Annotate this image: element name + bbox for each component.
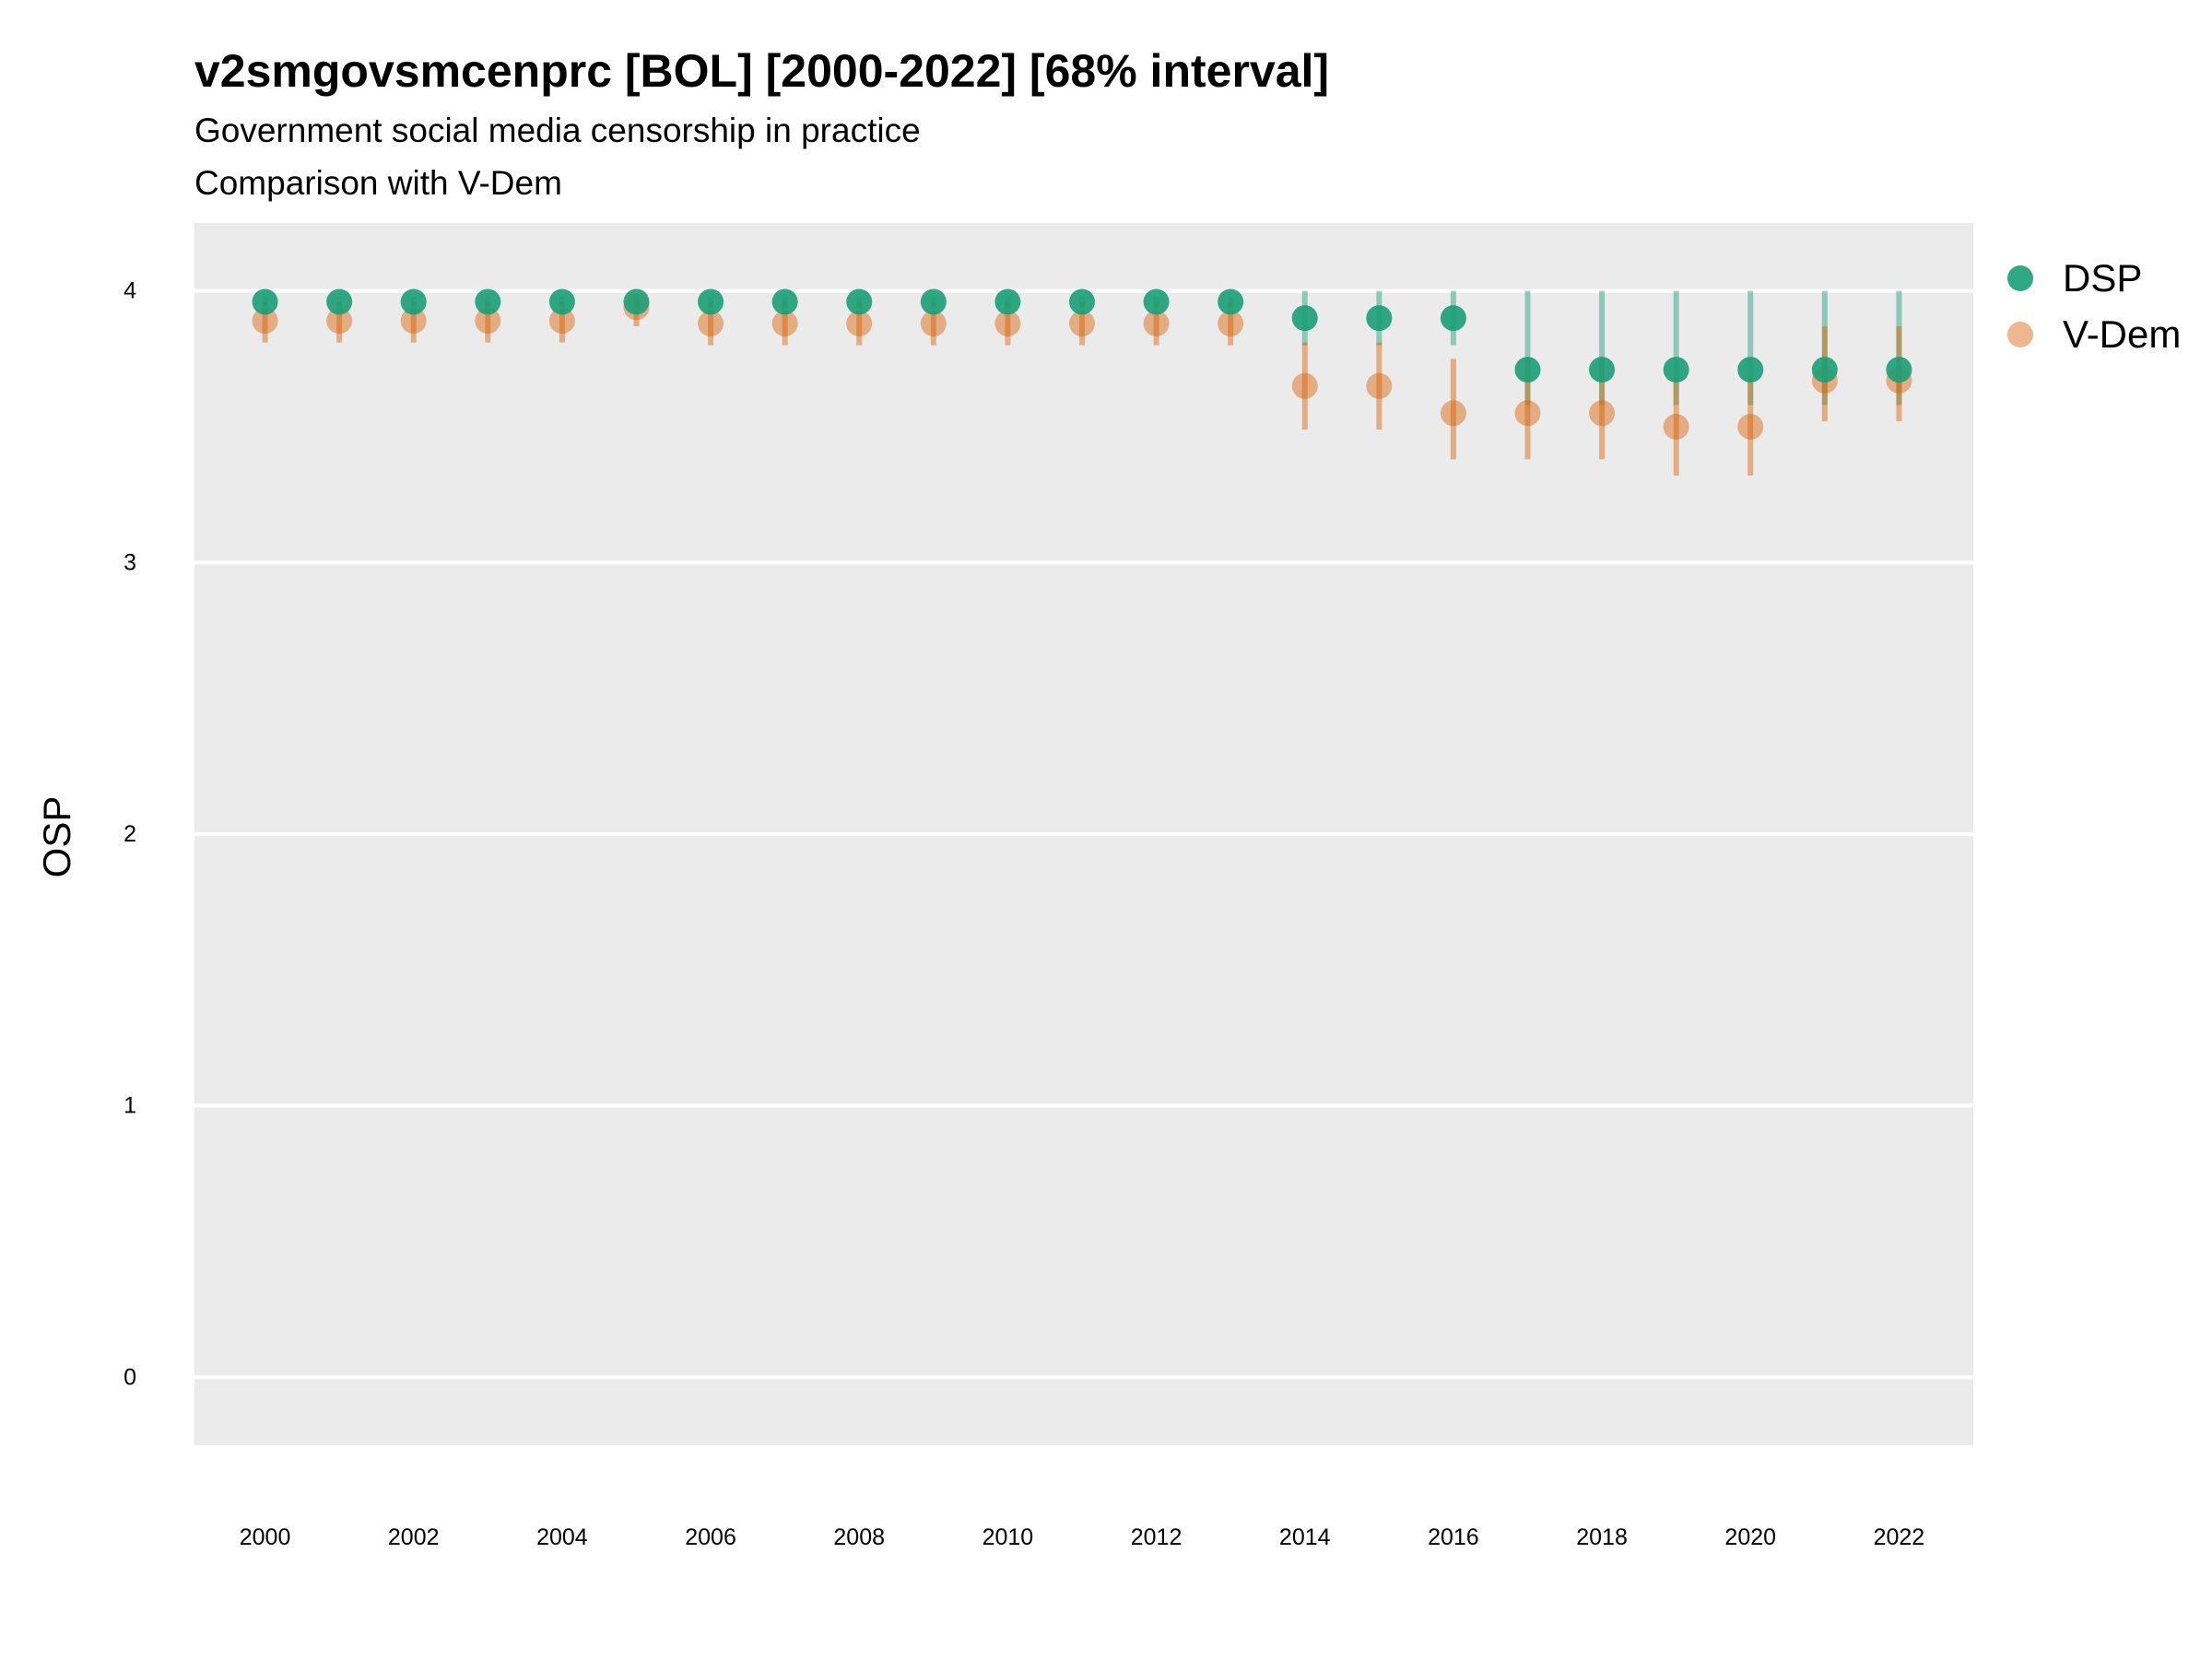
- chart-subtitle: Government social media censorship in pr…: [194, 112, 921, 149]
- point-dsp: [623, 288, 650, 315]
- point-dsp: [846, 288, 873, 315]
- x-tick-label: 2000: [240, 1524, 291, 1550]
- point-v-dem: [1291, 372, 1318, 399]
- point-dsp: [1737, 357, 1764, 383]
- legend-label-v-dem: V-Dem: [2063, 312, 2181, 356]
- point-dsp: [1811, 357, 1838, 383]
- point-dsp: [1589, 357, 1616, 383]
- point-dsp: [326, 288, 353, 315]
- point-v-dem: [771, 311, 798, 337]
- point-v-dem: [1366, 372, 1393, 399]
- point-v-dem: [920, 311, 947, 337]
- point-dsp: [1366, 305, 1393, 332]
- point-v-dem: [994, 311, 1021, 337]
- point-dsp: [994, 288, 1021, 315]
- x-tick-label: 2016: [1428, 1524, 1479, 1550]
- point-dsp: [920, 288, 947, 315]
- x-tick-label: 2018: [1576, 1524, 1628, 1550]
- x-tick-label: 2012: [1131, 1524, 1182, 1550]
- y-tick-label: 2: [124, 821, 136, 847]
- data-points: [252, 288, 1912, 440]
- point-dsp: [548, 288, 575, 315]
- point-v-dem: [548, 308, 575, 335]
- point-dsp: [1068, 288, 1095, 315]
- x-tick-label: 2010: [982, 1524, 1034, 1550]
- y-tick-labels: 0 1 2 3 4: [124, 278, 136, 1391]
- point-v-dem: [1514, 400, 1541, 427]
- point-dsp: [771, 288, 798, 315]
- point-v-dem: [698, 311, 724, 337]
- point-v-dem: [1440, 400, 1466, 427]
- point-v-dem: [1589, 400, 1616, 427]
- point-v-dem: [400, 308, 427, 335]
- point-v-dem: [1068, 311, 1095, 337]
- point-v-dem: [1143, 311, 1170, 337]
- y-axis-label: OSP: [35, 796, 78, 878]
- chart-title: v2smgovsmcenprc [BOL] [2000-2022] [68% i…: [194, 45, 1329, 97]
- point-v-dem: [1737, 414, 1764, 440]
- point-v-dem: [846, 311, 873, 337]
- point-dsp: [698, 288, 724, 315]
- point-dsp: [1218, 288, 1244, 315]
- x-tick-label: 2022: [1874, 1524, 1925, 1550]
- chart-caption: Comparison with V-Dem: [194, 164, 562, 202]
- point-dsp: [252, 288, 278, 315]
- x-tick-label: 2002: [388, 1524, 440, 1550]
- legend-label-dsp: DSP: [2063, 256, 2142, 300]
- point-v-dem: [1663, 414, 1689, 440]
- x-tick-label: 2006: [685, 1524, 736, 1550]
- point-v-dem: [475, 308, 501, 335]
- x-tick-label: 2020: [1724, 1524, 1776, 1550]
- point-dsp: [400, 288, 427, 315]
- point-dsp: [1440, 305, 1466, 332]
- legend-key-dsp: [2007, 265, 2033, 291]
- x-tick-labels: 2000 2002 2004 2006 2008 2010 2012 2014 2016 2018…: [240, 1524, 1924, 1550]
- y-tick-label: 0: [124, 1364, 136, 1390]
- grid-layer: [194, 288, 1973, 1380]
- x-tick-label: 2008: [833, 1524, 885, 1550]
- y-tick-label: 1: [124, 1093, 136, 1119]
- point-v-dem: [326, 308, 353, 335]
- point-dsp: [1143, 288, 1170, 315]
- point-v-dem: [252, 308, 278, 335]
- y-tick-label: 4: [124, 278, 136, 304]
- legend: DSP V-Dem: [2007, 256, 2181, 356]
- x-tick-label: 2004: [536, 1524, 588, 1550]
- point-dsp: [1514, 357, 1541, 383]
- point-dsp: [1663, 357, 1689, 383]
- point-dsp: [1886, 357, 1912, 383]
- y-tick-label: 3: [124, 549, 136, 575]
- legend-key-v-dem: [2007, 322, 2033, 347]
- point-dsp: [475, 288, 501, 315]
- point-v-dem: [1218, 311, 1244, 337]
- x-tick-label: 2014: [1279, 1524, 1331, 1550]
- point-dsp: [1291, 305, 1318, 332]
